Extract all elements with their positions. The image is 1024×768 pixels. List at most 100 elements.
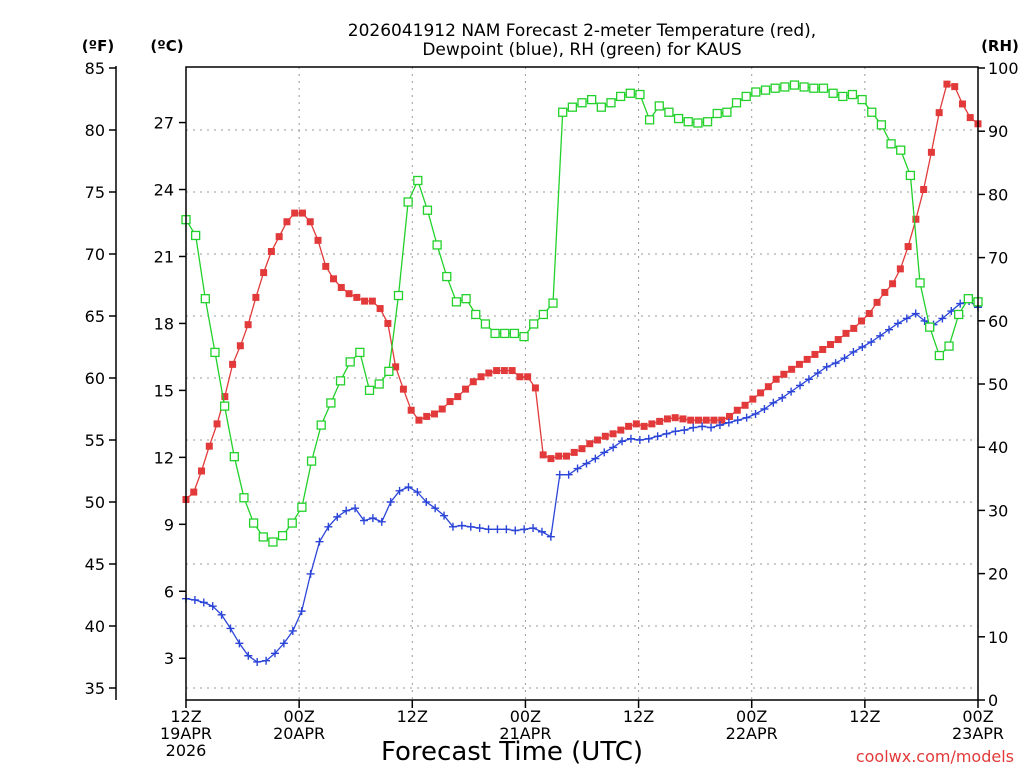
dewpoint-point	[306, 569, 315, 578]
fahrenheit-unit-label: (ºF)	[82, 37, 114, 55]
dewpoint-point	[635, 436, 644, 444]
rh-tick-label: 50	[988, 375, 1008, 394]
temperature-point	[772, 375, 780, 383]
rh-point	[867, 107, 877, 117]
celsius-tick-label: 21	[154, 247, 174, 266]
dewpoint-point	[956, 299, 965, 308]
temperature-point	[415, 416, 423, 424]
dewpoint-point	[279, 639, 288, 648]
rh-point	[693, 118, 703, 128]
celsius-tick-label: 18	[154, 314, 174, 333]
temperature-point	[741, 401, 749, 409]
rh-point	[335, 376, 346, 386]
rh-point	[490, 328, 500, 339]
x-tick-label: 12Z	[397, 707, 428, 726]
dewpoint-line	[185, 300, 979, 663]
temperature-point	[858, 317, 866, 325]
rh-point	[548, 298, 558, 308]
temperature-point	[889, 280, 897, 288]
fahrenheit-tick-label: 45	[85, 555, 105, 574]
temperature-point	[640, 422, 648, 430]
rh-point	[712, 108, 722, 119]
rh-point	[306, 456, 317, 466]
celsius-tick-label: 3	[164, 649, 174, 668]
dewpoint-point	[244, 651, 253, 660]
x-tick-label: 00Z	[962, 707, 993, 726]
temperature-point	[570, 448, 578, 456]
rh-point	[799, 82, 809, 92]
dewpoint-point	[840, 354, 849, 363]
dewpoint-point	[466, 522, 475, 531]
dewpoint-point	[190, 595, 199, 604]
temperature-point	[881, 288, 889, 296]
dewpoint-point	[813, 369, 822, 378]
grid-lines	[186, 67, 978, 700]
rh-tick-label: 70	[988, 249, 1008, 268]
dewpoint-point	[351, 504, 360, 513]
temperature-point	[920, 186, 928, 194]
temperature-point	[446, 398, 454, 406]
rh-tick-label: 0	[988, 691, 998, 710]
dewpoint-point	[404, 483, 413, 492]
rh-point	[635, 89, 645, 100]
temperature-point	[757, 389, 765, 397]
temperature-point	[904, 243, 912, 251]
temperature-point	[392, 363, 400, 371]
rh-point	[297, 502, 307, 512]
rh-point	[915, 278, 925, 288]
temperature-point	[384, 319, 392, 327]
temperature-point	[221, 393, 229, 401]
rh-point	[191, 230, 201, 241]
plot-frame	[185, 66, 979, 701]
rh-point	[780, 82, 790, 92]
rh-point	[277, 531, 288, 541]
dewpoint-point	[342, 506, 351, 515]
rh-tick-label: 20	[988, 565, 1008, 584]
rh-tick-label: 80	[988, 185, 1008, 204]
dewpoint-point	[573, 464, 582, 473]
x-tick-label: 22APR	[726, 724, 778, 743]
rh-point	[509, 328, 520, 339]
x-tick-label: 00Z	[736, 707, 767, 726]
dewpoint-point	[591, 454, 600, 463]
rh-point	[210, 347, 220, 358]
dewpoint-point	[324, 522, 333, 531]
fahrenheit-tick-label: 50	[85, 493, 105, 512]
temperature-point	[951, 83, 959, 91]
temperature-point	[679, 415, 687, 423]
dewpoint-point	[867, 338, 876, 347]
temperature-point	[850, 324, 858, 332]
dewpoint-point	[395, 486, 404, 495]
dewpoint-point	[689, 423, 698, 432]
temperature-point	[454, 393, 462, 401]
temperature-point	[834, 336, 842, 344]
temperature-point	[912, 215, 920, 223]
temperature-point	[260, 269, 268, 277]
rh-point	[934, 350, 945, 361]
rh-point	[847, 89, 858, 100]
rh-point	[239, 493, 249, 503]
rh-point	[519, 331, 529, 342]
rh-point	[606, 98, 616, 108]
temperature-point	[656, 417, 664, 425]
temperature-point	[275, 233, 283, 241]
rh-point	[567, 102, 577, 112]
rh-point	[384, 366, 394, 377]
dewpoint-point	[698, 422, 707, 431]
rh-point	[644, 115, 655, 125]
temperature-point	[710, 416, 718, 424]
celsius-tick-label: 12	[154, 448, 174, 467]
temperature-point	[516, 373, 524, 381]
rh-point	[268, 537, 278, 547]
rh-point	[258, 532, 268, 542]
temperature-point	[205, 442, 213, 450]
temperature-point	[865, 310, 873, 318]
dewpoint-point	[876, 331, 885, 340]
fahrenheit-tick-label: 75	[85, 183, 105, 202]
dewpoint-point	[911, 309, 920, 318]
dewpoint-point	[644, 434, 653, 443]
fahrenheit-tick-label: 60	[85, 369, 105, 388]
temperature-point	[306, 218, 314, 226]
temperature-point	[594, 436, 602, 444]
dewpoint-point	[751, 409, 760, 418]
